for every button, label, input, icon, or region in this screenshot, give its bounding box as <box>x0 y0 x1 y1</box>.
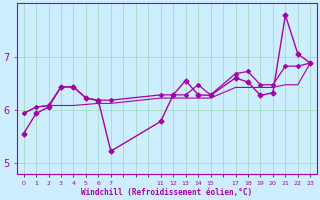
X-axis label: Windchill (Refroidissement éolien,°C): Windchill (Refroidissement éolien,°C) <box>81 188 252 197</box>
